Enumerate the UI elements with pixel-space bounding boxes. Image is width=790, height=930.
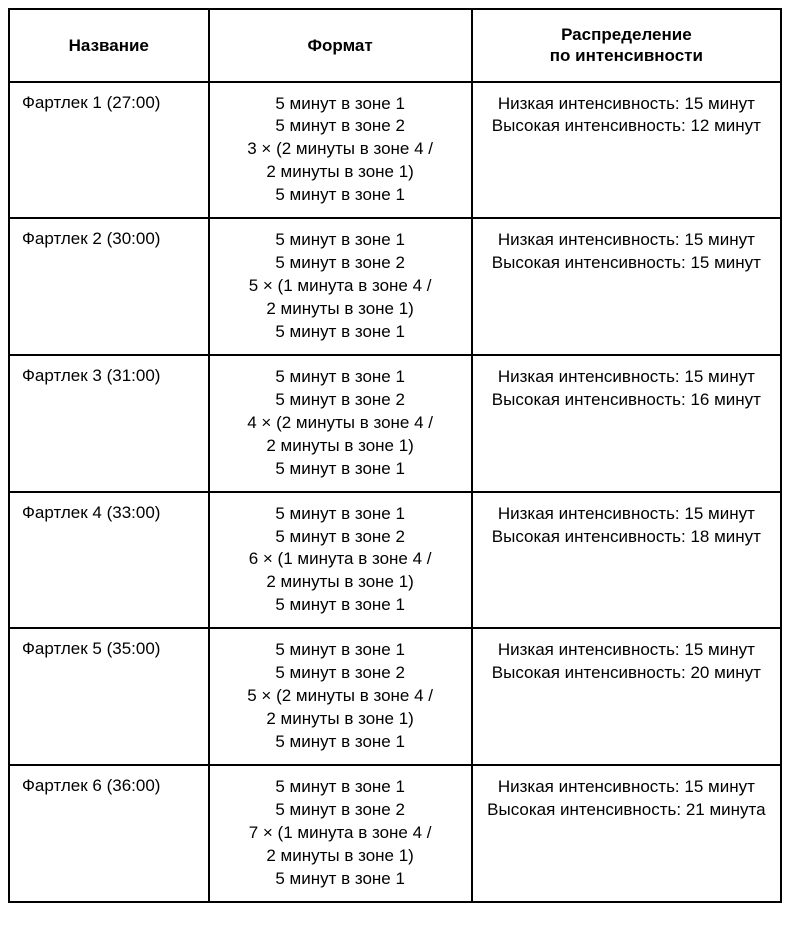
- name-cell: Фартлек 4 (33:00): [9, 492, 209, 629]
- distribution-line: Низкая интенсивность: 15 минут: [485, 229, 768, 252]
- format-line: 5 минут в зоне 2: [222, 526, 459, 549]
- format-line: 5 минут в зоне 1: [222, 639, 459, 662]
- distribution-line: Высокая интенсивность: 21 минута: [485, 799, 768, 822]
- header-distribution: Распределение по интенсивности: [472, 9, 781, 82]
- name-cell: Фартлек 3 (31:00): [9, 355, 209, 492]
- workout-name: Фартлек 1 (27:00): [22, 93, 160, 112]
- format-line: 5 минут в зоне 1: [222, 594, 459, 617]
- table-row: Фартлек 3 (31:00)5 минут в зоне 15 минут…: [9, 355, 781, 492]
- distribution-line: Высокая интенсивность: 12 минут: [485, 115, 768, 138]
- table-row: Фартлек 2 (30:00)5 минут в зоне 15 минут…: [9, 218, 781, 355]
- header-format: Формат: [209, 9, 472, 82]
- header-distribution-line2: по интенсивности: [481, 45, 772, 66]
- format-cell: 5 минут в зоне 15 минут в зоне 24 × (2 м…: [209, 355, 472, 492]
- format-line: 5 минут в зоне 1: [222, 93, 459, 116]
- header-distribution-line1: Распределение: [481, 24, 772, 45]
- format-line: 2 минуты в зоне 1): [222, 708, 459, 731]
- distribution-line: Высокая интенсивность: 20 минут: [485, 662, 768, 685]
- distribution-line: Низкая интенсивность: 15 минут: [485, 366, 768, 389]
- format-cell: 5 минут в зоне 15 минут в зоне 26 × (1 м…: [209, 492, 472, 629]
- workout-name: Фартлек 6 (36:00): [22, 776, 160, 795]
- format-line: 5 минут в зоне 1: [222, 366, 459, 389]
- format-line: 5 минут в зоне 1: [222, 776, 459, 799]
- format-line: 5 минут в зоне 2: [222, 389, 459, 412]
- format-line: 5 минут в зоне 1: [222, 321, 459, 344]
- distribution-cell: Низкая интенсивность: 15 минутВысокая ин…: [472, 355, 781, 492]
- format-line: 7 × (1 минута в зоне 4 /: [222, 822, 459, 845]
- distribution-cell: Низкая интенсивность: 15 минутВысокая ин…: [472, 765, 781, 902]
- table-body: Фартлек 1 (27:00)5 минут в зоне 15 минут…: [9, 82, 781, 902]
- distribution-line: Высокая интенсивность: 16 минут: [485, 389, 768, 412]
- distribution-cell: Низкая интенсивность: 15 минутВысокая ин…: [472, 82, 781, 219]
- format-line: 2 минуты в зоне 1): [222, 435, 459, 458]
- training-table: Название Формат Распределение по интенси…: [8, 8, 782, 903]
- format-line: 5 минут в зоне 1: [222, 731, 459, 754]
- format-cell: 5 минут в зоне 15 минут в зоне 25 × (1 м…: [209, 218, 472, 355]
- name-cell: Фартлек 5 (35:00): [9, 628, 209, 765]
- format-line: 6 × (1 минута в зоне 4 /: [222, 548, 459, 571]
- header-name-text: Название: [18, 35, 200, 56]
- name-cell: Фартлек 6 (36:00): [9, 765, 209, 902]
- name-cell: Фартлек 2 (30:00): [9, 218, 209, 355]
- distribution-cell: Низкая интенсивность: 15 минутВысокая ин…: [472, 628, 781, 765]
- format-line: 5 минут в зоне 2: [222, 662, 459, 685]
- distribution-line: Низкая интенсивность: 15 минут: [485, 776, 768, 799]
- table-header-row: Название Формат Распределение по интенси…: [9, 9, 781, 82]
- distribution-line: Низкая интенсивность: 15 минут: [485, 503, 768, 526]
- name-cell: Фартлек 1 (27:00): [9, 82, 209, 219]
- format-line: 5 минут в зоне 1: [222, 868, 459, 891]
- format-line: 5 минут в зоне 2: [222, 252, 459, 275]
- format-line: 5 минут в зоне 2: [222, 799, 459, 822]
- distribution-line: Высокая интенсивность: 15 минут: [485, 252, 768, 275]
- table-row: Фартлек 1 (27:00)5 минут в зоне 15 минут…: [9, 82, 781, 219]
- table-row: Фартлек 6 (36:00)5 минут в зоне 15 минут…: [9, 765, 781, 902]
- table-row: Фартлек 5 (35:00)5 минут в зоне 15 минут…: [9, 628, 781, 765]
- distribution-line: Низкая интенсивность: 15 минут: [485, 93, 768, 116]
- format-cell: 5 минут в зоне 15 минут в зоне 27 × (1 м…: [209, 765, 472, 902]
- format-cell: 5 минут в зоне 15 минут в зоне 25 × (2 м…: [209, 628, 472, 765]
- distribution-cell: Низкая интенсивность: 15 минутВысокая ин…: [472, 218, 781, 355]
- format-line: 3 × (2 минуты в зоне 4 /: [222, 138, 459, 161]
- format-line: 2 минуты в зоне 1): [222, 298, 459, 321]
- format-cell: 5 минут в зоне 15 минут в зоне 23 × (2 м…: [209, 82, 472, 219]
- format-line: 5 минут в зоне 1: [222, 458, 459, 481]
- header-format-text: Формат: [218, 35, 463, 56]
- format-line: 2 минуты в зоне 1): [222, 161, 459, 184]
- distribution-line: Высокая интенсивность: 18 минут: [485, 526, 768, 549]
- format-line: 5 × (2 минуты в зоне 4 /: [222, 685, 459, 708]
- format-line: 5 минут в зоне 1: [222, 184, 459, 207]
- format-line: 5 минут в зоне 2: [222, 115, 459, 138]
- format-line: 5 × (1 минута в зоне 4 /: [222, 275, 459, 298]
- distribution-cell: Низкая интенсивность: 15 минутВысокая ин…: [472, 492, 781, 629]
- format-line: 5 минут в зоне 1: [222, 503, 459, 526]
- format-line: 2 минуты в зоне 1): [222, 571, 459, 594]
- workout-name: Фартлек 3 (31:00): [22, 366, 160, 385]
- workout-name: Фартлек 4 (33:00): [22, 503, 160, 522]
- distribution-line: Низкая интенсивность: 15 минут: [485, 639, 768, 662]
- format-line: 5 минут в зоне 1: [222, 229, 459, 252]
- header-name: Название: [9, 9, 209, 82]
- table-row: Фартлек 4 (33:00)5 минут в зоне 15 минут…: [9, 492, 781, 629]
- workout-name: Фартлек 2 (30:00): [22, 229, 160, 248]
- workout-name: Фартлек 5 (35:00): [22, 639, 160, 658]
- format-line: 4 × (2 минуты в зоне 4 /: [222, 412, 459, 435]
- format-line: 2 минуты в зоне 1): [222, 845, 459, 868]
